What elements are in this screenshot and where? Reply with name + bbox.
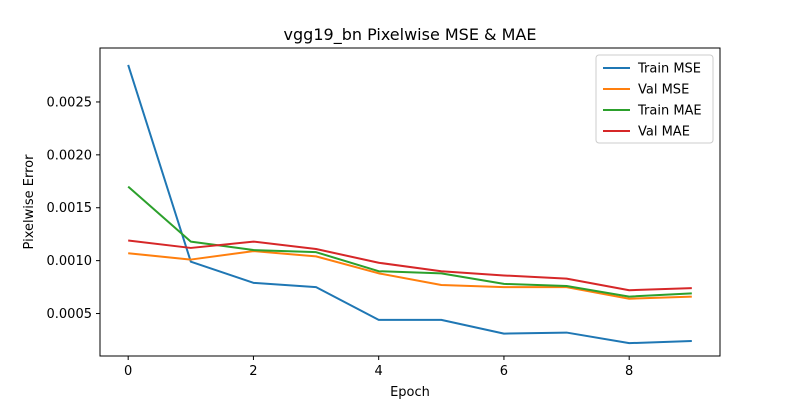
x-tick-label: 8 — [625, 364, 633, 379]
y-axis: 0.0005 0.0010 0.0015 0.0020 0.0025 — [47, 95, 100, 322]
legend-label: Train MSE — [637, 62, 701, 77]
legend: Train MSE Val MSE Train MAE Val MAE — [595, 54, 714, 144]
series-line-val-mae — [128, 239, 692, 292]
legend-label: Val MAE — [638, 125, 690, 140]
legend-box — [595, 54, 714, 144]
series-line-train-mse — [127, 64, 692, 345]
x-axis-label: Epoch — [390, 385, 430, 400]
chart-title: vgg19_bn Pixelwise MSE & MAE — [284, 25, 537, 45]
y-axis-label: Pixelwise Error — [22, 154, 37, 250]
x-tick-label: 2 — [249, 364, 257, 379]
x-tick-label: 0 — [124, 364, 132, 379]
y-tick-label: 0.0010 — [47, 254, 93, 269]
x-tick-label: 4 — [375, 364, 383, 379]
series-line-val-mse — [128, 250, 692, 300]
legend-label: Train MAE — [637, 104, 702, 119]
x-tick-label: 6 — [500, 364, 508, 379]
y-tick-label: 0.0015 — [47, 201, 93, 216]
legend-label: Val MSE — [638, 83, 689, 98]
y-tick-label: 0.0005 — [47, 307, 93, 322]
plot-frame — [99, 47, 721, 357]
x-axis: 0 2 4 6 8 — [124, 356, 633, 379]
y-tick-label: 0.0020 — [47, 148, 93, 163]
plot-area — [127, 64, 692, 345]
y-tick-label: 0.0025 — [47, 95, 93, 110]
series-line-train-mae — [127, 185, 692, 298]
